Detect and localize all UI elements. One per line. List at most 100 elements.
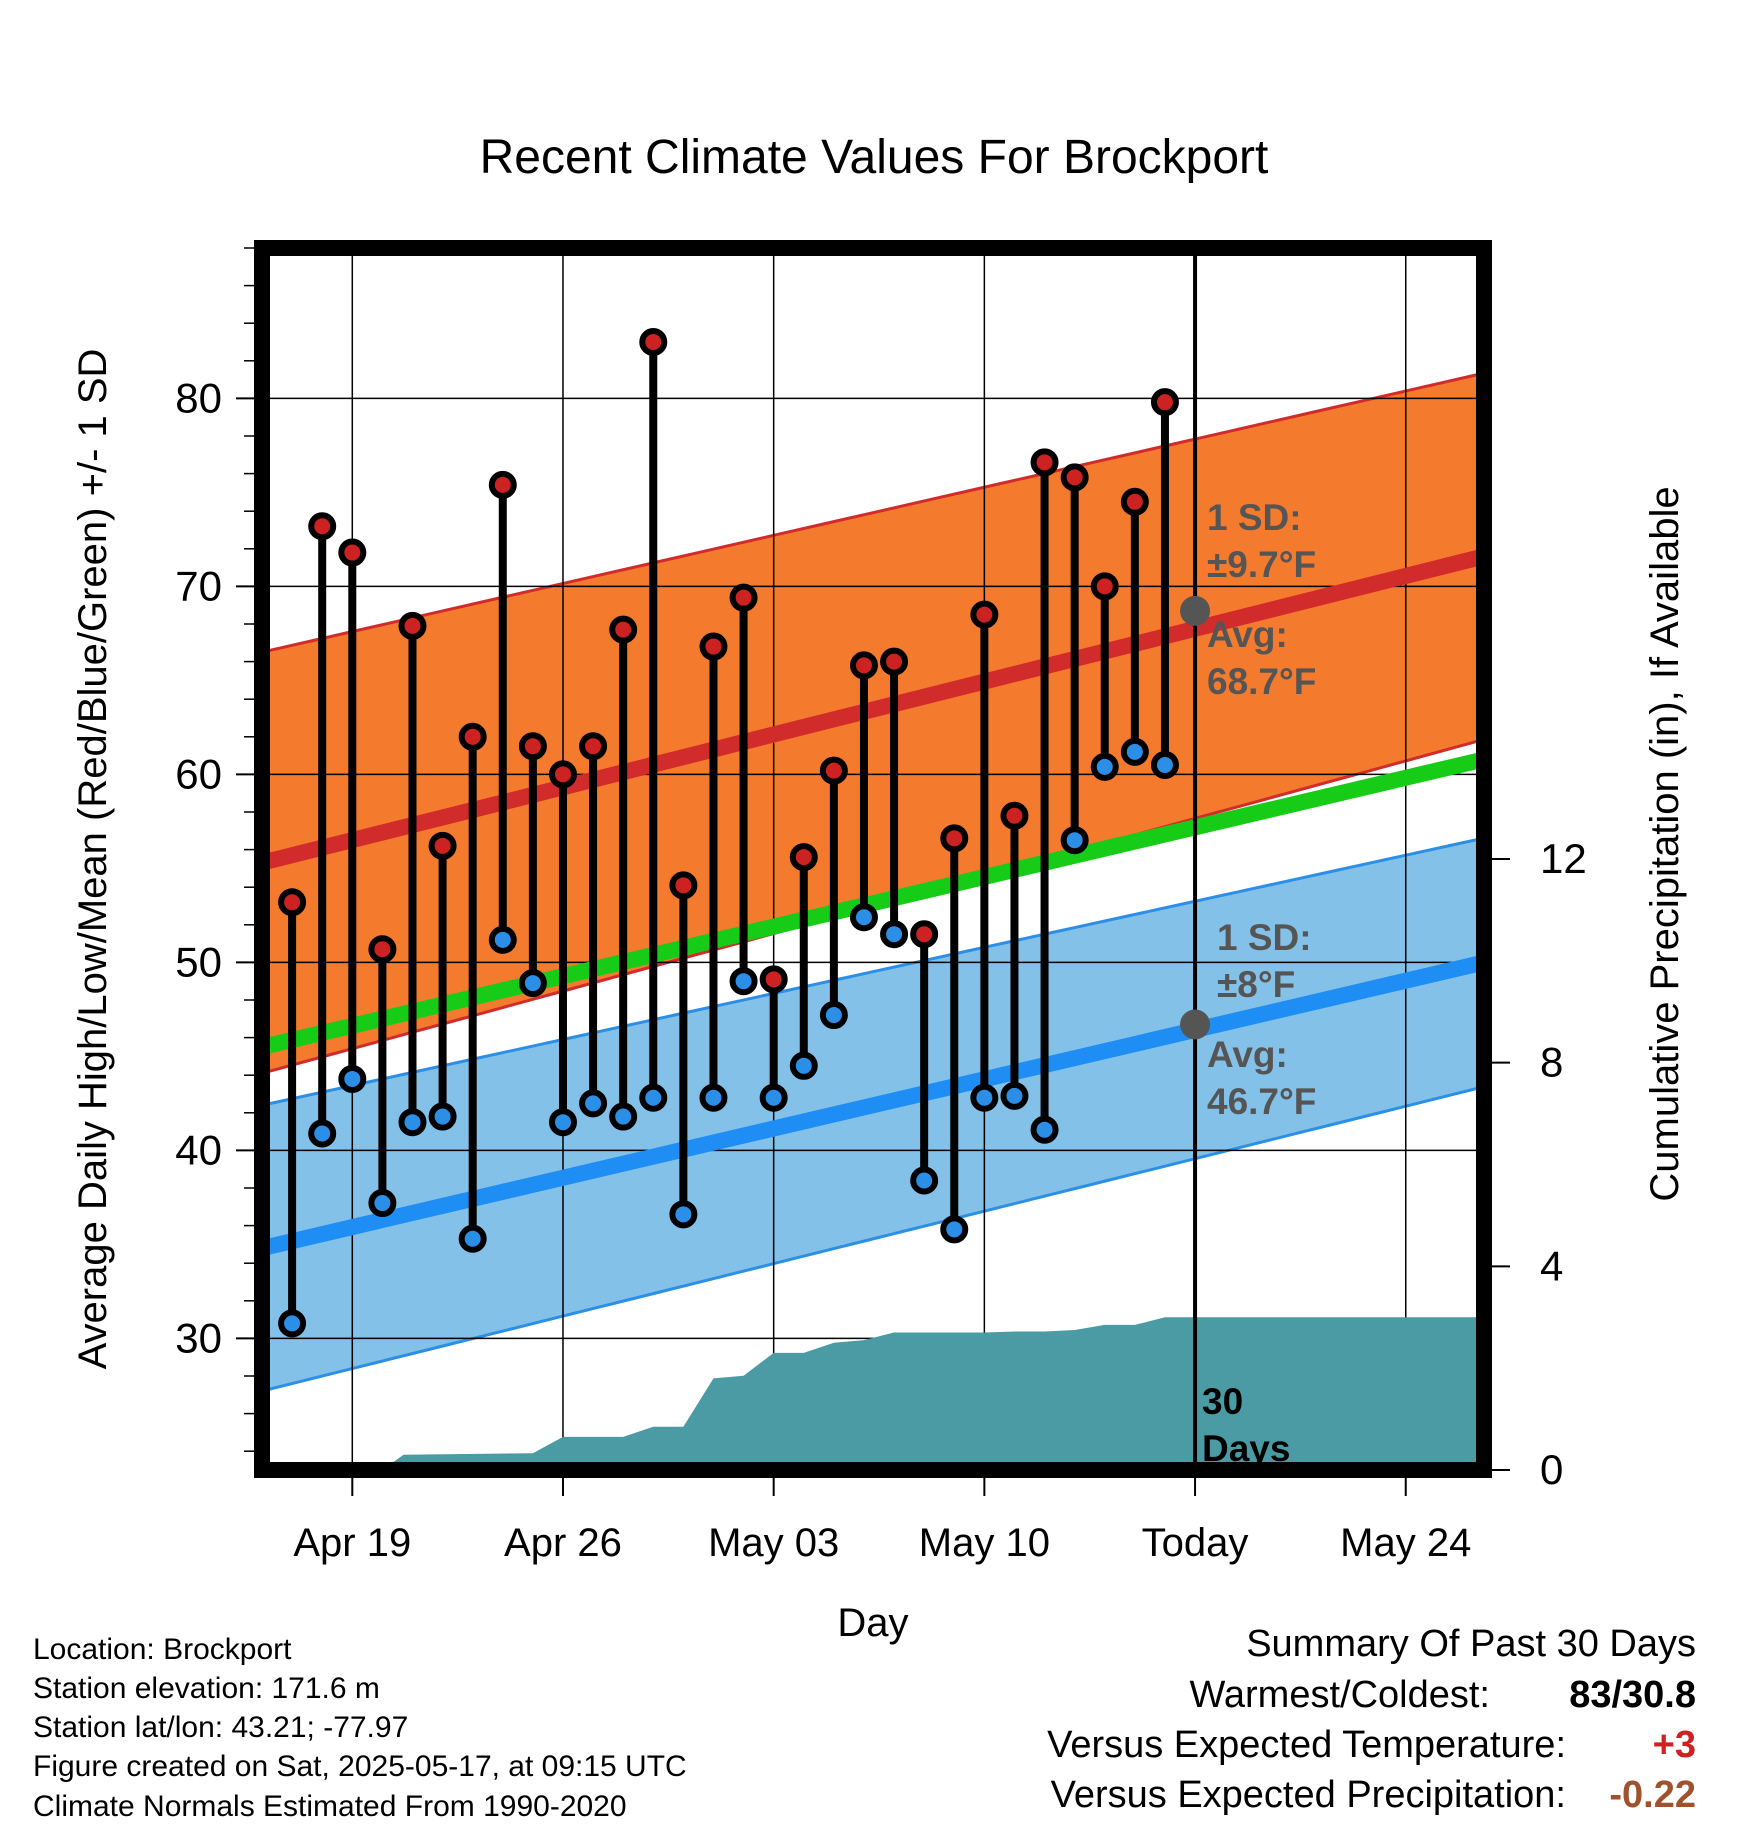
x-tick-label: Apr 19 — [293, 1521, 411, 1565]
x-tick-label: May 03 — [708, 1521, 839, 1565]
high-sd-label: 1 SD: — [1207, 497, 1302, 538]
high-temp-point — [579, 732, 608, 761]
footer-created: Figure created on Sat, 2025-05-17, at 09… — [33, 1750, 687, 1783]
high-temp-point — [699, 632, 728, 661]
y-tick-label: 70 — [175, 562, 222, 609]
x-tick-label: Today — [1142, 1521, 1249, 1565]
low-sd-label: 1 SD: — [1217, 917, 1312, 958]
low-temp-point — [1000, 1081, 1029, 1110]
high-temp-point — [910, 920, 939, 949]
y2-tick-label: 4 — [1540, 1242, 1563, 1289]
y-tick-label: 40 — [175, 1126, 222, 1173]
high-temp-point — [940, 824, 969, 853]
high-temp-point — [609, 615, 638, 644]
x-tick-label: May 24 — [1340, 1521, 1471, 1565]
low-avg-label: Avg: — [1207, 1034, 1288, 1075]
x-axis-label: Day — [837, 1601, 908, 1645]
high-temp-point — [1120, 487, 1149, 516]
high-temp-point — [759, 965, 788, 994]
high-temp-point — [639, 328, 668, 356]
summary-temp-label: Versus Expected Temperature: — [1047, 1724, 1566, 1766]
low-temp-point — [308, 1119, 337, 1148]
y-tick-label: 30 — [175, 1314, 222, 1361]
high-temp-point — [1150, 388, 1179, 417]
low-temp-point — [669, 1200, 698, 1229]
summary-heading: Summary Of Past 30 Days — [1246, 1623, 1696, 1665]
today-low-avg-marker — [1180, 1009, 1211, 1040]
high-temp-point — [1000, 801, 1029, 830]
low-temp-point — [970, 1083, 999, 1112]
footer-normals: Climate Normals Estimated From 1990-2020 — [33, 1790, 627, 1823]
high-temp-point — [729, 583, 758, 612]
low-temp-point — [398, 1108, 427, 1137]
today-days-label: Days — [1202, 1428, 1290, 1469]
high-avg-line — [262, 548, 1484, 871]
low-sd-lower-line — [262, 1085, 1484, 1393]
low-temp-point — [639, 1083, 668, 1112]
high-temp-point — [368, 935, 397, 964]
high-temp-point — [458, 722, 487, 751]
low-temp-point — [1150, 751, 1179, 779]
high-temp-point — [278, 888, 307, 917]
low-sd-value: ±8°F — [1217, 964, 1295, 1005]
high-avg-value: 68.7°F — [1207, 661, 1316, 702]
y-tick-label: 60 — [175, 750, 222, 797]
low-temp-point — [699, 1083, 728, 1112]
y-tick-label: 50 — [175, 938, 222, 985]
y2-tick-label: 0 — [1540, 1446, 1563, 1493]
footer-location: Location: Brockport — [33, 1633, 292, 1666]
low-temp-point — [518, 969, 547, 998]
x-tick-label: May 10 — [919, 1521, 1050, 1565]
low-temp-point — [338, 1064, 367, 1093]
low-temp-point — [729, 967, 758, 996]
low-sd-band — [262, 838, 1484, 1392]
footer-latlon: Station lat/lon: 43.21; -77.97 — [33, 1711, 409, 1744]
high-temp-point — [548, 760, 577, 789]
y2-axis-label: Cumulative Precipitation (in), If Availa… — [1643, 486, 1687, 1201]
low-temp-point — [910, 1166, 939, 1195]
high-temp-point — [970, 600, 999, 629]
y-tick-label: 80 — [175, 374, 222, 421]
high-temp-point — [518, 732, 547, 761]
summary-precip-label: Versus Expected Precipitation: — [1050, 1774, 1566, 1816]
high-temp-point — [308, 512, 337, 541]
low-temp-point — [759, 1083, 788, 1112]
low-temp-point — [1030, 1115, 1059, 1144]
x-tick-label: Apr 26 — [504, 1521, 622, 1565]
high-temp-point — [1030, 448, 1059, 477]
summary-warm-cold-label: Warmest/Coldest: — [1189, 1674, 1490, 1716]
low-temp-point — [488, 925, 517, 954]
high-temp-point — [338, 538, 367, 567]
high-temp-point — [849, 651, 878, 680]
high-temp-point — [488, 470, 517, 499]
y2-tick-label: 12 — [1540, 835, 1587, 882]
precip-area — [262, 1317, 1484, 1470]
low-temp-point — [1120, 737, 1149, 766]
high-sd-band — [262, 373, 1484, 1074]
high-sd-upper-line — [262, 371, 1484, 654]
y2-tick-label: 8 — [1540, 1039, 1563, 1086]
high-temp-point — [669, 871, 698, 900]
low-temp-point — [548, 1108, 577, 1137]
summary-temp-value: +3 — [1652, 1724, 1696, 1766]
high-temp-point — [1060, 463, 1089, 492]
low-temp-point — [819, 1001, 848, 1030]
high-temp-point — [398, 611, 427, 640]
low-temp-point — [458, 1224, 487, 1253]
low-temp-point — [789, 1051, 818, 1080]
low-temp-point — [1060, 826, 1089, 855]
today-high-avg-marker — [1180, 595, 1211, 626]
low-avg-line — [262, 954, 1484, 1256]
high-temp-point — [1090, 572, 1119, 601]
low-temp-point — [579, 1089, 608, 1118]
low-temp-point — [368, 1189, 397, 1218]
y-axis-label: Average Daily High/Low/Mean (Red/Blue/Gr… — [71, 349, 115, 1370]
low-avg-value: 46.7°F — [1207, 1081, 1316, 1122]
high-temp-point — [819, 756, 848, 785]
high-temp-point — [789, 843, 818, 872]
low-temp-point — [428, 1102, 457, 1131]
high-sd-value: ±9.7°F — [1207, 544, 1316, 585]
low-temp-point — [849, 903, 878, 932]
low-temp-point — [609, 1102, 638, 1131]
high-temp-point — [428, 831, 457, 860]
